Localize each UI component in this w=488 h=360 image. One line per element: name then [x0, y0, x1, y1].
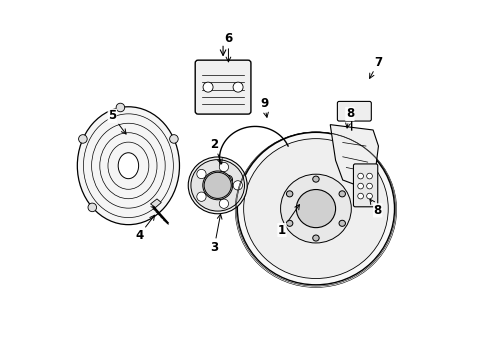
Text: 3: 3 — [210, 214, 222, 255]
Ellipse shape — [280, 174, 350, 243]
Ellipse shape — [286, 220, 292, 226]
Ellipse shape — [188, 157, 246, 214]
Ellipse shape — [296, 189, 335, 228]
Ellipse shape — [312, 235, 319, 241]
Text: 1: 1 — [277, 204, 299, 237]
Ellipse shape — [203, 171, 232, 200]
Text: 4: 4 — [135, 215, 154, 242]
Text: 9: 9 — [260, 97, 268, 117]
Circle shape — [357, 183, 363, 189]
Ellipse shape — [243, 139, 387, 279]
Ellipse shape — [77, 107, 179, 225]
Circle shape — [219, 199, 228, 208]
Polygon shape — [150, 199, 161, 207]
Circle shape — [116, 103, 124, 112]
Text: 2: 2 — [210, 138, 222, 164]
Ellipse shape — [286, 191, 292, 197]
Circle shape — [196, 169, 205, 179]
Text: 6: 6 — [224, 32, 232, 62]
FancyBboxPatch shape — [353, 164, 377, 207]
Ellipse shape — [338, 191, 345, 197]
Ellipse shape — [190, 159, 244, 211]
Circle shape — [357, 173, 363, 179]
Circle shape — [79, 135, 87, 143]
Circle shape — [88, 203, 96, 212]
Circle shape — [219, 162, 228, 172]
Ellipse shape — [237, 132, 394, 285]
Ellipse shape — [203, 172, 231, 198]
Circle shape — [366, 193, 372, 199]
Circle shape — [357, 193, 363, 199]
Circle shape — [233, 181, 242, 190]
Circle shape — [169, 135, 178, 143]
Circle shape — [203, 82, 213, 92]
Circle shape — [196, 192, 205, 201]
Text: 5: 5 — [108, 109, 126, 134]
Ellipse shape — [118, 153, 138, 179]
Text: 7: 7 — [369, 55, 382, 78]
FancyBboxPatch shape — [337, 102, 370, 121]
Polygon shape — [329, 125, 378, 185]
Circle shape — [224, 175, 232, 184]
Circle shape — [233, 82, 243, 92]
Text: 8: 8 — [345, 107, 353, 128]
Ellipse shape — [338, 220, 345, 226]
Ellipse shape — [312, 176, 319, 182]
Text: 8: 8 — [369, 199, 381, 217]
FancyBboxPatch shape — [195, 60, 250, 114]
Circle shape — [366, 183, 372, 189]
Circle shape — [366, 173, 372, 179]
